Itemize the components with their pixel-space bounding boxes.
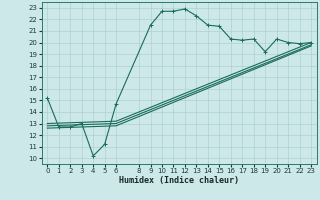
X-axis label: Humidex (Indice chaleur): Humidex (Indice chaleur) (119, 176, 239, 185)
